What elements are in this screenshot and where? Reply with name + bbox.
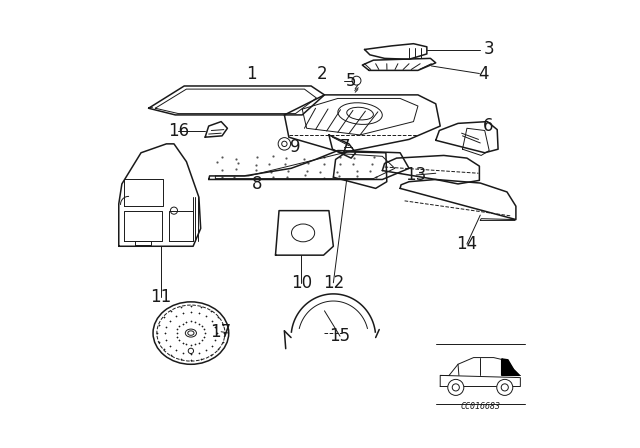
Text: 2: 2 [317,65,328,82]
Text: 4: 4 [479,65,489,82]
Circle shape [448,379,464,396]
Text: 9: 9 [291,138,301,156]
Text: 14: 14 [456,235,477,253]
Polygon shape [502,359,520,375]
Circle shape [497,379,513,396]
Polygon shape [440,375,520,387]
Text: 15: 15 [330,327,351,345]
Text: 8: 8 [252,175,262,193]
Text: 10: 10 [291,274,312,292]
Text: 3: 3 [484,40,495,59]
Text: CC016683: CC016683 [460,402,500,411]
Text: 1: 1 [246,65,256,82]
Text: 17: 17 [211,323,232,341]
Text: 13: 13 [406,166,427,184]
Text: 11: 11 [150,289,172,306]
Text: 5: 5 [346,72,356,90]
Text: 16: 16 [168,121,189,139]
Text: 6: 6 [483,117,493,135]
Text: 12: 12 [323,274,344,292]
Text: 7: 7 [339,138,349,156]
